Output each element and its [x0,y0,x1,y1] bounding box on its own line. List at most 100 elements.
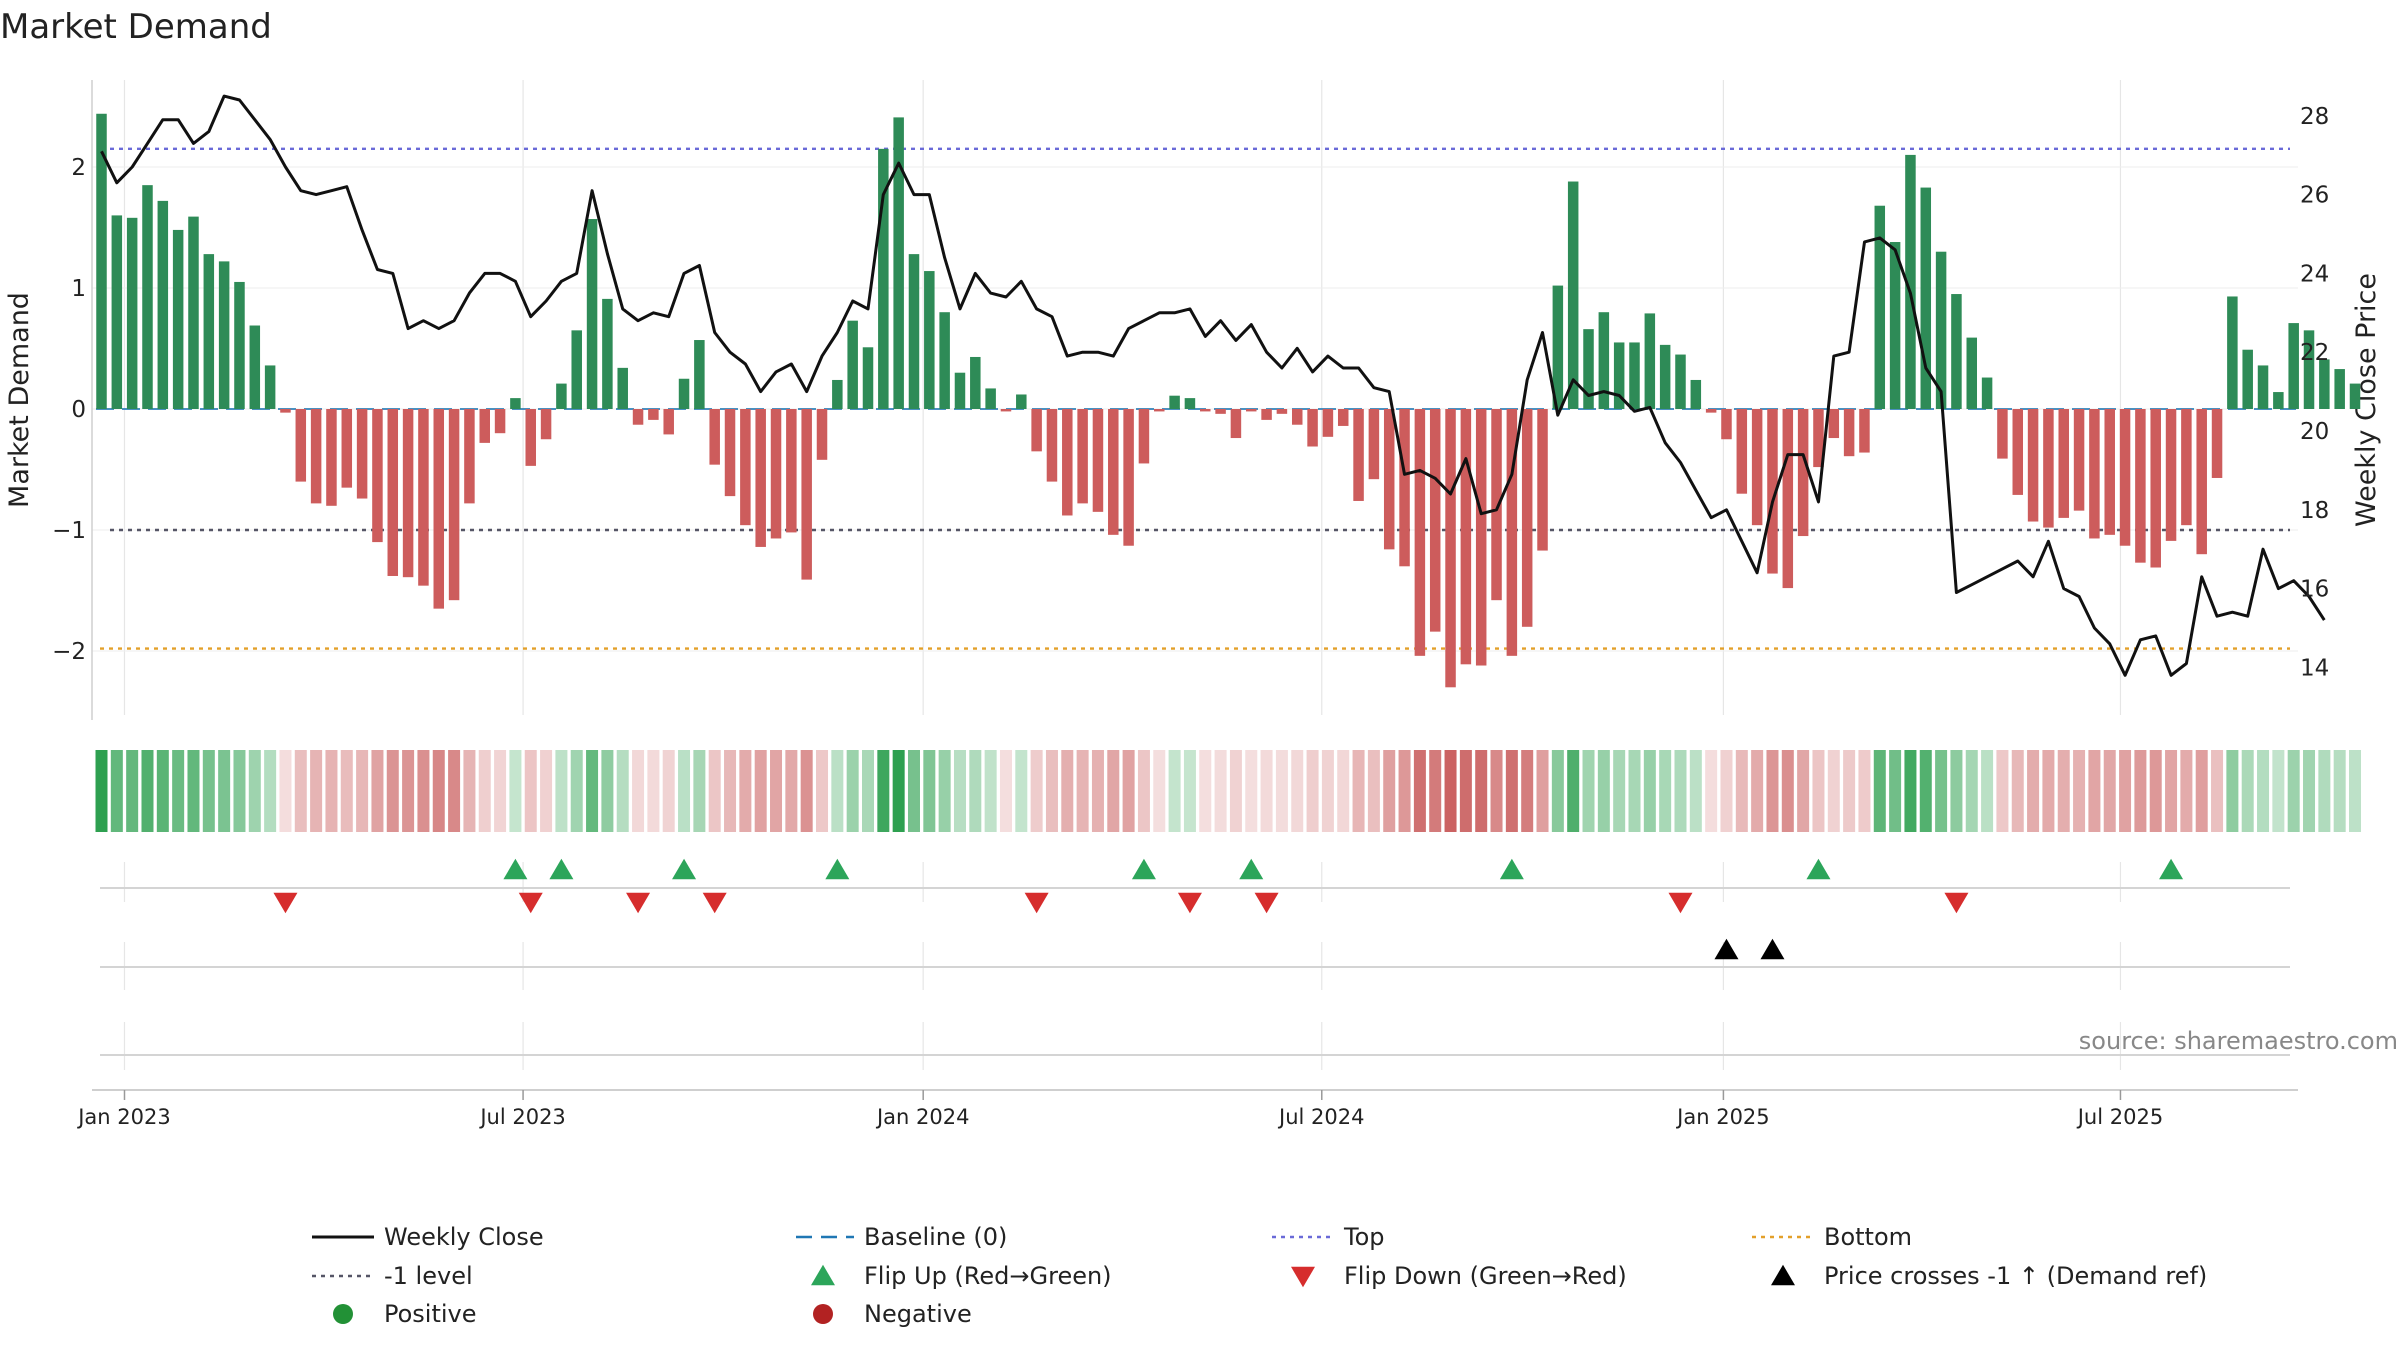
heat-cell [1475,750,1488,832]
demand-bar [632,409,644,425]
heat-cell [478,750,491,832]
heat-cell [678,750,691,832]
heat-cell [1735,750,1748,832]
heat-cell [432,750,445,832]
demand-bar [1046,409,1058,482]
legend-weekly-close-label: Weekly Close [384,1223,544,1251]
y-left-tick-label: −1 [52,518,86,544]
demand-bar [1583,329,1594,409]
demand-bar [203,254,215,409]
heat-cell [2149,750,2162,832]
heat-cell [2349,750,2362,832]
demand-bar [1659,344,1671,409]
demand-bar [1276,409,1288,414]
heat-cell [984,750,997,832]
demand-bar [755,409,766,547]
heat-cell [1383,750,1396,832]
y-axis-left-label: Market Demand [4,292,35,508]
heat-cell [754,750,767,832]
demand-bar [1966,337,1978,409]
demand-bar [694,340,705,409]
heat-cell [1674,750,1687,832]
x-axis: Jan 2023 Jul 2023 Jan 2024 Jul 2024 Jan 2025… [76,1090,2163,1129]
heat-cell [969,750,982,832]
heat-cell [1720,750,1733,832]
heat-cell [1245,750,1258,832]
flip-up-marker [672,858,697,880]
flip-up-marker [1239,858,1264,880]
heat-cell [647,750,660,832]
legend-flip-up-swatch [811,1264,835,1286]
demand-bar [494,409,506,434]
heat-cell [1950,750,1963,832]
y-right-tick-label: 28 [2300,104,2329,130]
heat-cell [1352,750,1365,832]
heat-cell [662,750,675,832]
demand-bar [2012,409,2023,495]
y-right-tick-label: 14 [2300,655,2329,681]
demand-bar [1246,409,1257,412]
demand-bar [1889,242,1901,409]
demand-bar [1353,409,1364,501]
demand-bar [740,409,751,526]
heat-cell [2165,750,2178,832]
demand-bar [602,298,613,409]
heat-cell [2226,750,2239,832]
heat-cell [202,750,215,832]
heat-cell [1858,750,1871,832]
heat-cell [417,750,430,832]
heat-cell [126,750,139,832]
heat-cell [1873,750,1886,832]
demand-bar [2073,409,2085,511]
y-left-tick-label: 0 [71,397,86,423]
demand-bar [525,409,536,466]
heat-cell [1904,750,1917,832]
flip-markers [273,858,2184,914]
y-right-tick-label: 26 [2300,183,2329,209]
heat-cell [555,750,568,832]
heat-cell [1367,750,1380,832]
heat-cell [1490,750,1503,832]
flip-up-marker [825,858,850,880]
price-cross-marker [1714,938,1739,960]
demand-bar [862,347,874,409]
demand-bar [1997,409,2008,459]
heat-cell [1061,750,1074,832]
demand-bar [878,148,889,409]
demand-bar [2089,409,2100,539]
demand-bar [1414,409,1426,656]
demand-bar [464,409,475,504]
demand-bar [310,409,322,504]
heat-cell [1214,750,1227,832]
demand-bar [372,409,383,543]
heat-cell [1751,750,1764,832]
flip-down-marker [1944,892,1969,914]
heat-cell [248,750,261,832]
heat-cell [724,750,737,832]
demand-bar [1337,409,1349,426]
demand-bar [2211,409,2223,478]
weekly-close-line [100,94,2326,677]
heat-cell [632,750,645,832]
demand-bar [418,409,429,586]
demand-bar [1475,409,1487,666]
heat-cell [1122,750,1135,832]
demand-heat-strip [95,750,2362,832]
demand-bar [1751,409,1763,526]
demand-bar [96,113,107,409]
demand-bar [2303,330,2315,409]
heat-cell [1812,750,1825,832]
demand-bar [341,409,353,488]
heat-cell [1689,750,1702,832]
heat-cell [1398,750,1411,832]
x-tick-label: Jul 2023 [478,1105,565,1129]
demand-bar [1399,409,1410,567]
demand-bar [2058,409,2069,518]
demand-bar [157,200,169,409]
flip-down-marker [273,892,298,914]
heat-cell [938,750,951,832]
heat-cell [1045,750,1058,832]
heat-cell [1337,750,1350,832]
demand-bar [402,409,414,578]
demand-bar [1598,312,1610,409]
